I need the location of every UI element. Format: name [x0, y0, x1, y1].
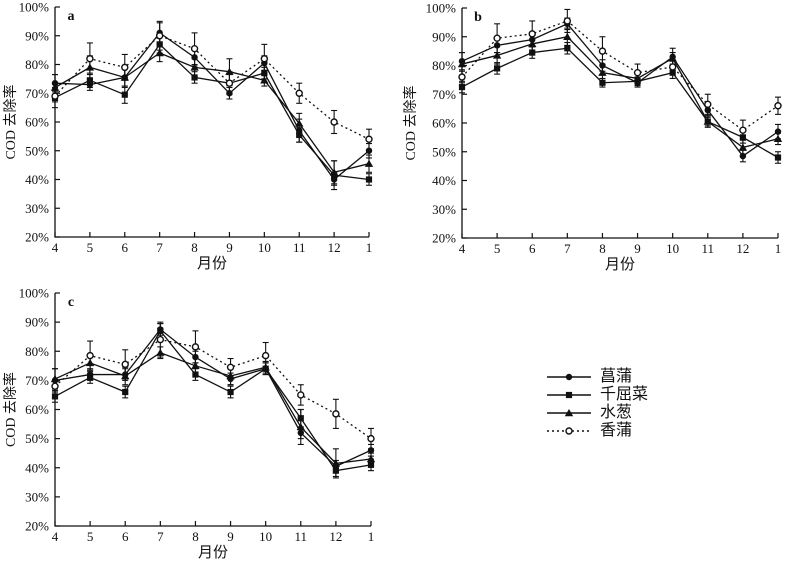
svg-text:月份: 月份	[197, 255, 227, 272]
svg-text:90%: 90%	[25, 28, 49, 43]
open-circle-marker-icon	[547, 427, 591, 435]
svg-text:60%: 60%	[25, 115, 49, 130]
svg-text:12: 12	[329, 529, 342, 544]
svg-text:40%: 40%	[25, 172, 49, 187]
svg-text:70%: 70%	[432, 87, 456, 102]
svg-text:COD 去除率: COD 去除率	[2, 372, 19, 447]
filled-triangle-marker-icon	[547, 409, 591, 417]
svg-text:11: 11	[293, 240, 306, 255]
svg-text:1: 1	[368, 529, 375, 544]
svg-text:月份: 月份	[605, 256, 635, 272]
svg-text:8: 8	[599, 241, 606, 256]
svg-text:10: 10	[666, 241, 679, 256]
legend-label: 水葱	[600, 404, 633, 421]
svg-text:50%: 50%	[25, 143, 49, 158]
svg-text:100%: 100%	[19, 286, 50, 301]
svg-text:100%: 100%	[19, 0, 50, 15]
svg-text:7: 7	[564, 241, 571, 256]
chart-panel-a: 20% 30% 40% 50% 60% 70% 80% 90% 100% 4 5 6 7 8 9 10 11 12…	[2, 0, 374, 272]
svg-text:20%: 20%	[25, 519, 49, 534]
legend: 菖蒲 千屈菜 水葱 香蒲	[546, 368, 648, 440]
svg-text:1: 1	[366, 240, 373, 255]
legend-label: 菖蒲	[600, 368, 633, 385]
svg-text:a: a	[68, 9, 75, 24]
svg-text:9: 9	[634, 241, 641, 256]
legend-item: 水葱	[546, 404, 648, 422]
svg-text:20%: 20%	[25, 230, 49, 245]
svg-text:4: 4	[52, 529, 59, 544]
svg-text:7: 7	[156, 240, 163, 255]
svg-text:40%: 40%	[432, 173, 456, 188]
svg-text:6: 6	[529, 241, 536, 256]
legend-label: 千屈菜	[600, 386, 649, 403]
svg-text:8: 8	[191, 240, 198, 255]
svg-text:9: 9	[227, 529, 234, 544]
legend-item: 菖蒲	[546, 368, 648, 386]
svg-text:100%: 100%	[426, 1, 457, 16]
svg-text:40%: 40%	[25, 460, 49, 475]
svg-text:70%: 70%	[25, 86, 49, 101]
svg-text:COD 去除率: COD 去除率	[402, 85, 419, 160]
svg-text:50%: 50%	[432, 144, 456, 159]
svg-text:12: 12	[328, 240, 341, 255]
chart-panel-b: 20% 30% 40% 50% 60% 70% 80% 90% 100% 4 5 6 7 8 9 10 11 12…	[402, 1, 783, 272]
svg-text:1: 1	[775, 241, 782, 256]
chart-panel-c: 20% 30% 40% 50% 60% 70% 80% 90% 100% 4 5 6 7 8 9 10 11 12…	[2, 286, 376, 561]
svg-text:5: 5	[87, 529, 94, 544]
svg-text:80%: 80%	[432, 58, 456, 73]
svg-text:50%: 50%	[25, 431, 49, 446]
svg-text:5: 5	[87, 240, 94, 255]
svg-text:20%: 20%	[432, 231, 456, 246]
svg-text:80%: 80%	[25, 57, 49, 72]
svg-text:11: 11	[702, 241, 715, 256]
svg-text:6: 6	[122, 240, 129, 255]
svg-text:10: 10	[259, 529, 272, 544]
svg-text:11: 11	[295, 529, 308, 544]
filled-square-marker-icon	[547, 391, 591, 399]
svg-text:5: 5	[494, 241, 501, 256]
svg-text:月份: 月份	[198, 544, 228, 561]
legend-label: 香蒲	[600, 422, 633, 439]
svg-text:c: c	[68, 295, 74, 310]
svg-text:b: b	[474, 10, 482, 25]
svg-text:70%: 70%	[25, 373, 49, 388]
filled-circle-marker-icon	[547, 373, 591, 381]
legend-item: 千屈菜	[546, 386, 648, 404]
svg-text:60%: 60%	[432, 116, 456, 131]
svg-text:4: 4	[459, 241, 466, 256]
svg-text:80%: 80%	[25, 344, 49, 359]
svg-text:90%: 90%	[432, 29, 456, 44]
svg-text:9: 9	[226, 240, 233, 255]
svg-text:30%: 30%	[25, 201, 49, 216]
svg-text:10: 10	[258, 240, 271, 255]
svg-text:60%: 60%	[25, 402, 49, 417]
svg-text:12: 12	[736, 241, 749, 256]
svg-text:7: 7	[157, 529, 164, 544]
svg-text:8: 8	[192, 529, 199, 544]
svg-text:COD 去除率: COD 去除率	[2, 84, 19, 159]
legend-item: 香蒲	[546, 422, 648, 440]
svg-text:30%: 30%	[432, 202, 456, 217]
svg-text:90%: 90%	[25, 315, 49, 330]
svg-text:30%: 30%	[25, 489, 49, 504]
svg-text:4: 4	[52, 240, 59, 255]
svg-text:6: 6	[122, 529, 129, 544]
